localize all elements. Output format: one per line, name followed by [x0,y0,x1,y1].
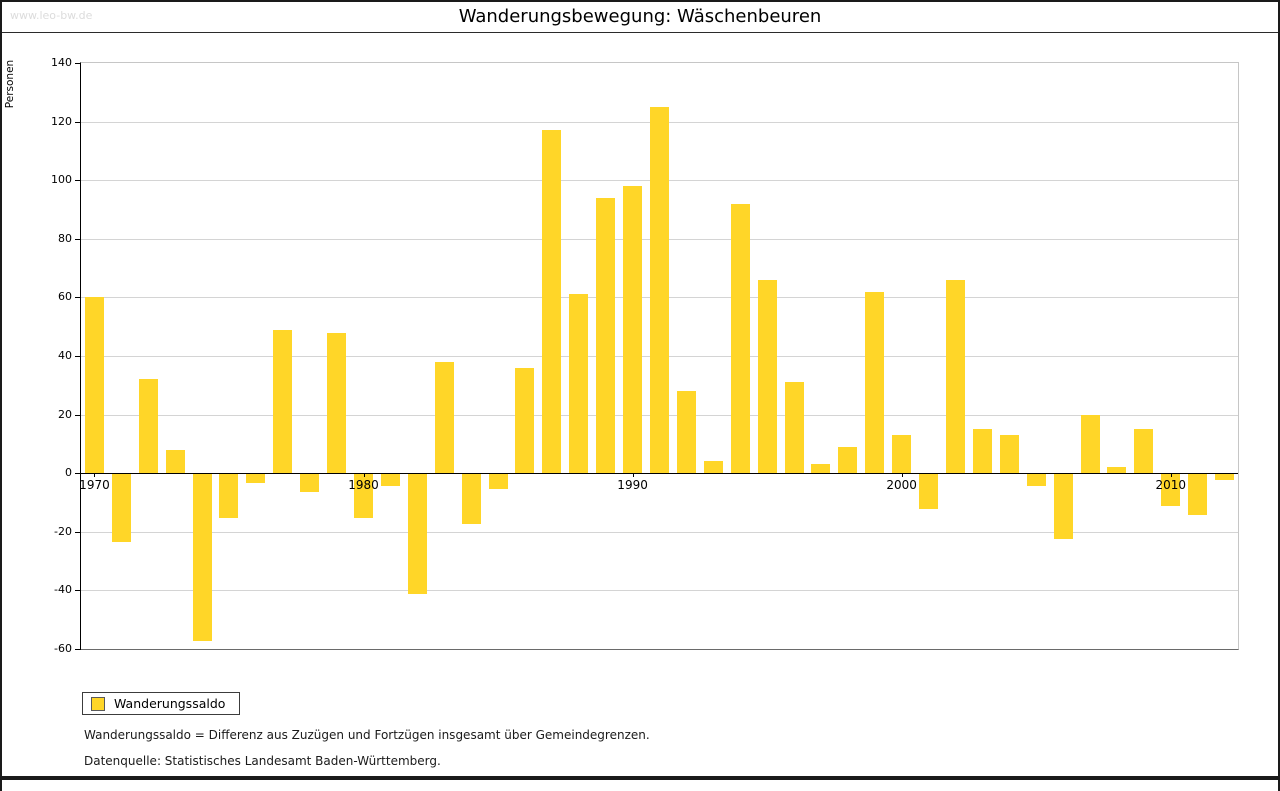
bar [999,435,1019,474]
bar [542,130,562,474]
bar [945,279,965,474]
bar [515,367,535,474]
bar [1026,474,1046,486]
y-tick-label: 20 [58,407,72,421]
bar [972,429,992,474]
bar [380,474,400,486]
y-tick-mark [75,473,81,475]
x-tick-label: 1990 [617,478,648,493]
bar [84,297,104,474]
bar [1215,474,1235,481]
bar [569,294,589,474]
bar [300,474,320,492]
page-title: Wanderungsbewegung: Wäschenbeuren [458,6,822,27]
x-tick-label: 1980 [348,478,379,493]
bar [757,279,777,474]
bar [1107,467,1127,474]
y-tick-mark [75,63,81,64]
gridline [81,590,1238,592]
bar [111,474,131,542]
bar [784,382,804,474]
y-tick-mark [75,414,81,416]
zero-axis-line [81,473,1238,475]
y-tick-mark [75,531,81,533]
x-tick-label: 2010 [1155,478,1186,493]
y-tick-mark [75,649,81,650]
gridline [81,531,1238,533]
y-tick-label: -60 [54,642,72,655]
y-tick-mark [75,297,81,299]
bar [838,446,858,474]
bar [1161,474,1181,507]
bar [1080,414,1100,474]
y-tick-label: 60 [58,290,72,304]
watermark: www.leo-bw.de [10,9,93,22]
bottom-rule [2,776,1278,780]
x-tick-mark [363,473,365,478]
y-tick-label: -40 [54,583,72,597]
footnote-source: Datenquelle: Statistisches Landesamt Bad… [84,754,441,768]
bar [676,391,696,474]
y-tick-mark [75,590,81,592]
y-tick-mark [75,238,81,240]
bar [865,291,885,474]
y-tick-label: 120 [51,114,72,128]
bar [138,379,158,474]
bar [407,474,427,595]
bar [596,197,616,474]
bar [811,464,831,474]
y-tick-label: 40 [58,349,72,362]
y-tick-mark [75,356,81,357]
y-tick-label: 80 [58,231,72,245]
footnote-definition: Wanderungssaldo = Differenz aus Zuzügen … [84,728,650,742]
y-tick-mark [75,180,81,182]
bar [730,203,750,474]
y-axis-label: Personen [4,59,16,109]
y-tick-mark [75,121,81,123]
bar [892,435,912,474]
bar [219,474,239,519]
bar [165,449,185,474]
bar [273,329,293,474]
y-tick-label: 0 [65,466,72,480]
bar [488,474,508,489]
bar [623,186,643,474]
bar [919,474,939,510]
header-divider [2,32,1278,33]
bar [703,461,723,474]
x-tick-label: 1970 [79,478,110,493]
bar [192,474,212,642]
bar [434,361,454,474]
bar [1188,474,1208,516]
y-tick-label: -20 [54,524,72,538]
x-tick-mark [901,473,903,478]
y-tick-label: 140 [51,56,72,69]
bar [1134,429,1154,474]
x-tick-mark [1170,473,1172,478]
x-tick-label: 2000 [886,478,917,493]
legend-swatch-icon [91,696,105,711]
x-tick-mark [632,473,634,478]
bar [650,106,669,474]
bar [354,474,374,519]
bar [461,474,481,524]
bar [246,474,266,483]
bar [1053,474,1073,539]
legend: Wanderungssaldo [82,692,241,715]
plot-area: -60 -40 -20 0 20 40 60 80 100 120 140 1970 1980 1990 2… [51,56,1239,655]
bar [327,332,347,474]
x-tick-mark [94,473,96,478]
legend-label: Wanderungssaldo [114,696,226,711]
y-tick-label: 100 [51,173,72,187]
